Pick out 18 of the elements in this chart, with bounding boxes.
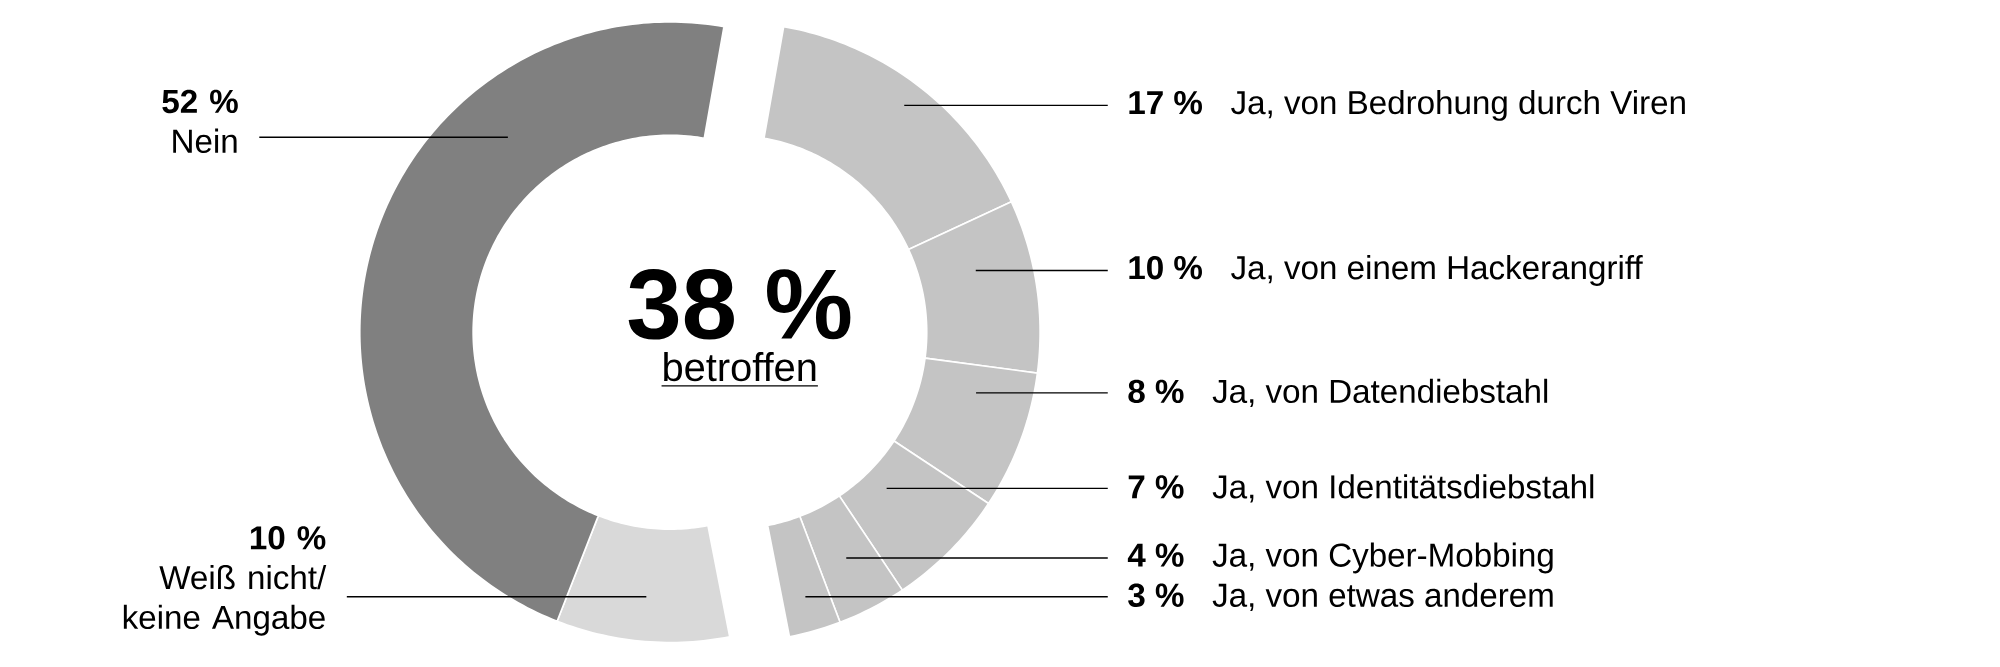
slice-label: Ja, von Bedrohung durch Viren	[1231, 89, 1685, 121]
data-label: 7 %	[1128, 474, 1184, 499]
slice-label: Ja, von Identitätsdiebstahl	[1212, 474, 1594, 503]
data-label: 52 %	[162, 89, 238, 113]
slice-label: Ja, von etwas anderem	[1212, 582, 1553, 611]
data-label: 4 %	[1127, 543, 1184, 567]
data-label: 10 %	[1129, 255, 1202, 280]
data-label: 8 %	[1128, 379, 1184, 403]
data-label: 17 %	[1129, 90, 1202, 115]
data-label: 3 %	[1128, 583, 1184, 607]
slice-label: Ja, von einem Hackerangriff	[1231, 254, 1643, 286]
slice-label: Ja, von Cyber-Mobbing	[1212, 542, 1553, 574]
slice-label: Ja, von Datendiebstahl	[1212, 378, 1548, 407]
slice-label: Nein	[173, 128, 237, 153]
slice-label: Weiß nicht/ keine Angabe	[123, 564, 327, 636]
data-label: 10 %	[250, 525, 326, 550]
text: 38 %	[628, 268, 851, 340]
text: betroffen	[664, 351, 816, 382]
